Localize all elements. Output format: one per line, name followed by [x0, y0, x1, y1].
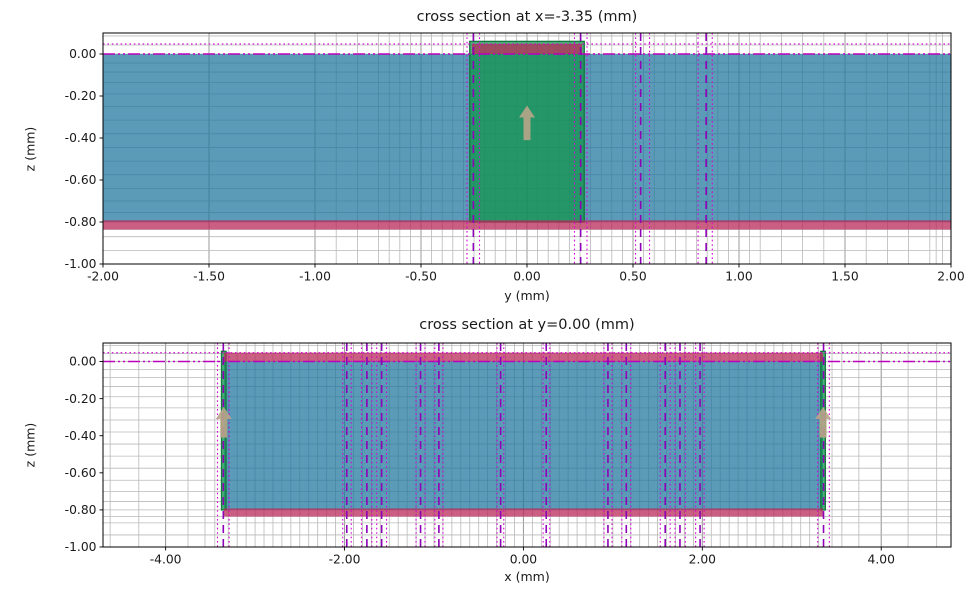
x-tick-label: 0.00: [513, 270, 540, 284]
x-tick-label: 1.50: [831, 270, 858, 284]
y-tick-label: -0.20: [65, 392, 97, 406]
y-tick-label: -0.80: [65, 215, 97, 229]
bottom-copper: [223, 508, 824, 517]
panel-1-ylabel: z (mm): [22, 126, 38, 172]
top-copper: [223, 352, 824, 362]
x-tick-label: -2.00: [329, 553, 361, 567]
y-tick-label: -0.20: [65, 89, 97, 103]
x-tick-label: 0.00: [510, 553, 537, 567]
x-tick-label: -0.50: [405, 270, 437, 284]
panel-2-xlabel: x (mm): [504, 569, 550, 584]
x-tick-label: 2.00: [689, 553, 716, 567]
axes-spine: [102, 342, 952, 548]
panel-1-title: cross section at x=-3.35 (mm): [416, 9, 638, 25]
y-tick-label: -1.00: [65, 257, 97, 271]
y-tick-label: 0.00: [69, 47, 96, 61]
y-tick-label: -0.80: [65, 503, 97, 517]
x-tick-label: 4.00: [868, 553, 895, 567]
y-tick-label: -1.00: [65, 540, 97, 554]
top-copper: [471, 43, 583, 54]
x-tick-label: -1.50: [193, 270, 225, 284]
bottom-copper: [103, 220, 951, 230]
x-tick-label: 0.50: [619, 270, 646, 284]
x-tick-label: 1.00: [725, 270, 752, 284]
panel-2-ylabel: z (mm): [22, 422, 38, 468]
y-tick-label: -0.40: [65, 429, 97, 443]
x-tick-label: -4.00: [150, 553, 182, 567]
excitation-arrow: [215, 406, 232, 438]
y-tick-label: 0.00: [69, 355, 96, 369]
y-tick-label: -0.40: [65, 131, 97, 145]
x-tick-label: 2.00: [937, 270, 964, 284]
y-tick-label: -0.60: [65, 466, 97, 480]
x-tick-label: -2.00: [87, 270, 119, 284]
x-tick-label: -1.00: [299, 270, 331, 284]
y-tick-label: -0.60: [65, 173, 97, 187]
excitation-arrow: [815, 406, 832, 438]
panel-1-xlabel: y (mm): [504, 288, 550, 303]
excitation-arrow: [519, 105, 535, 141]
panel-2-title: cross section at y=0.00 (mm): [419, 317, 635, 333]
substrate: [223, 361, 824, 510]
